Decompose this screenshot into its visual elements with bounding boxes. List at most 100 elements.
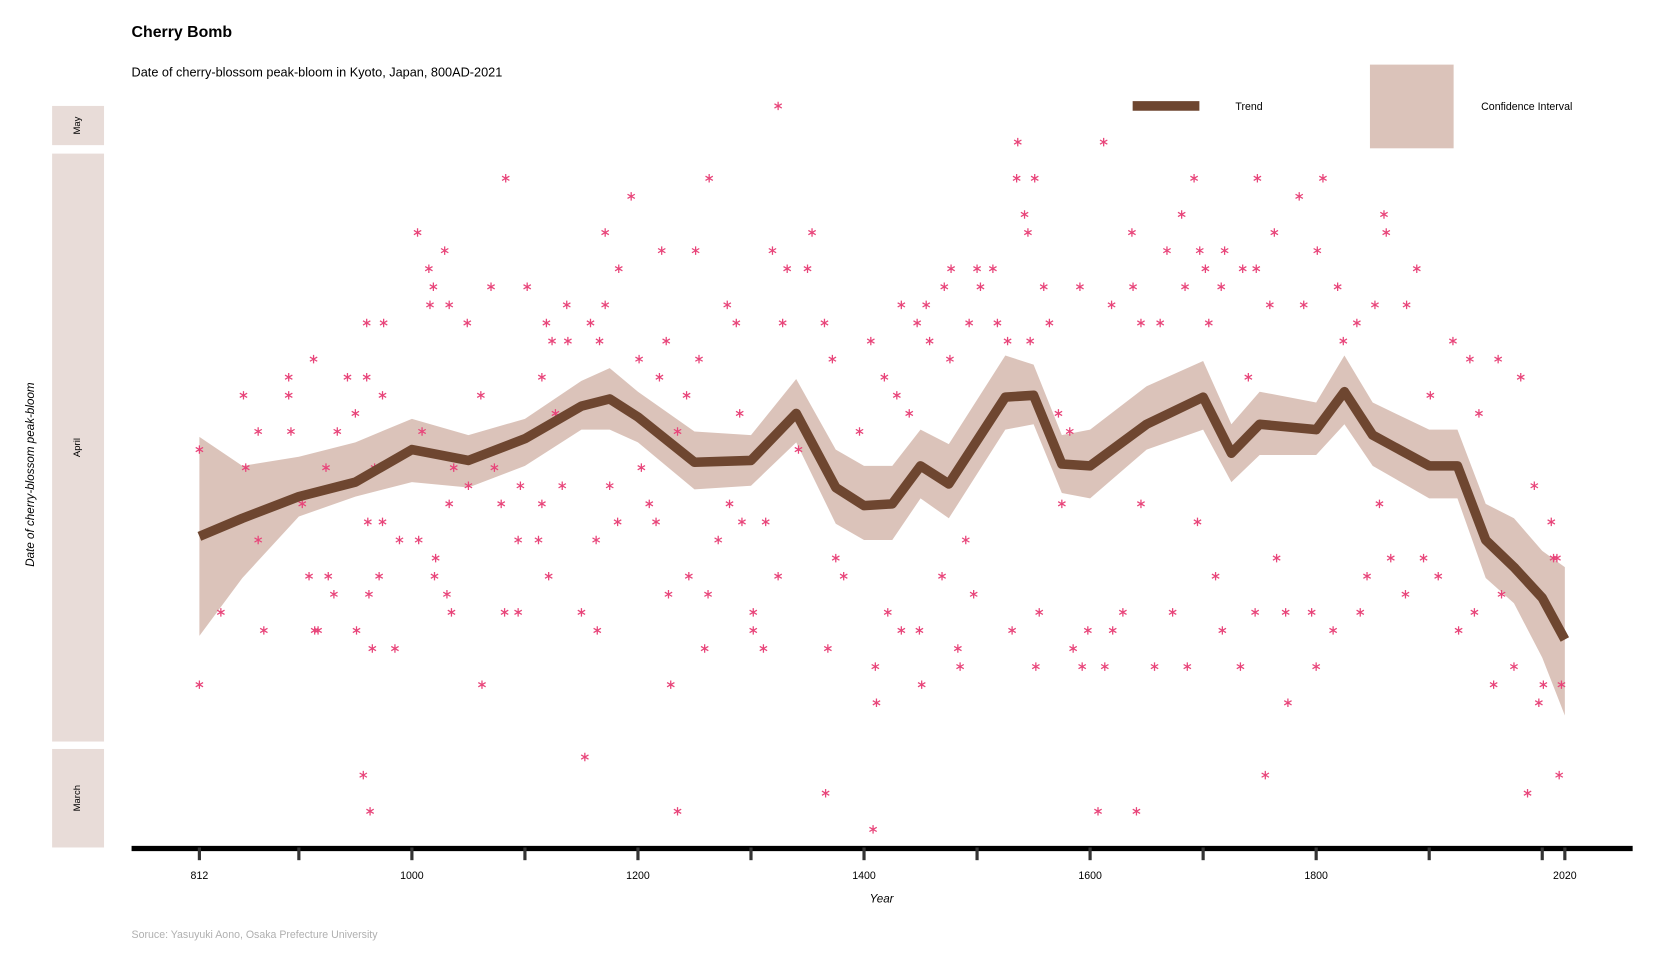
data-point (828, 354, 837, 364)
data-point (1039, 282, 1048, 292)
data-point (1127, 228, 1136, 237)
month-label: April (72, 438, 83, 457)
data-point (1516, 372, 1525, 382)
data-point (1244, 372, 1253, 382)
data-point (1283, 698, 1292, 708)
data-point (563, 336, 572, 346)
data-point (516, 481, 525, 490)
data-point (1253, 174, 1262, 183)
data-point (652, 517, 661, 527)
data-point (695, 354, 703, 364)
data-point (917, 680, 926, 689)
data-point (429, 282, 438, 292)
data-point (1100, 662, 1109, 671)
data-point (1236, 662, 1245, 671)
data-point (956, 662, 965, 671)
data-point (1211, 571, 1220, 581)
data-point (969, 590, 978, 599)
data-point (1094, 807, 1102, 816)
data-point (1069, 644, 1078, 653)
data-point (1265, 300, 1274, 310)
data-point (657, 246, 666, 255)
data-point (940, 282, 949, 292)
data-point (1204, 318, 1213, 328)
data-point (635, 354, 644, 364)
data-point (1552, 553, 1561, 563)
data-point (925, 336, 934, 346)
data-point (1013, 137, 1022, 147)
data-point (430, 571, 439, 581)
data-point (666, 680, 675, 689)
data-point (1539, 680, 1548, 689)
data-point (1270, 228, 1279, 237)
data-point (592, 535, 601, 545)
data-point (449, 463, 458, 472)
data-point (1023, 228, 1032, 237)
data-point (1181, 282, 1190, 292)
data-point (988, 264, 997, 273)
data-point (241, 463, 250, 472)
data-point (973, 264, 982, 273)
data-point (1555, 770, 1564, 780)
month-label: May (72, 116, 83, 134)
data-point (352, 626, 361, 635)
data-point (497, 499, 506, 509)
data-point (869, 825, 878, 834)
data-point (1065, 427, 1074, 436)
month-label: March (72, 785, 83, 811)
data-point (379, 318, 388, 328)
data-point (329, 590, 338, 599)
source-note: Soruce: Yasuyuki Aono, Osaka Prefecture … (132, 929, 379, 941)
data-point (778, 318, 787, 328)
data-point (314, 626, 323, 635)
data-point (254, 427, 263, 436)
data-point (684, 571, 693, 581)
data-point (691, 246, 700, 255)
data-point (487, 282, 496, 292)
data-point (378, 391, 387, 400)
data-point (749, 608, 758, 617)
data-point (1220, 246, 1229, 255)
data-point (883, 608, 892, 617)
data-point (614, 264, 623, 273)
data-point (195, 680, 204, 689)
data-point (424, 264, 433, 273)
data-point (1003, 336, 1012, 346)
data-point (855, 427, 864, 436)
data-point (783, 264, 792, 273)
data-point (737, 517, 746, 527)
data-point (1339, 336, 1348, 346)
data-point (682, 391, 691, 400)
data-point (1312, 662, 1321, 671)
data-point (723, 300, 732, 310)
data-point (1156, 318, 1165, 328)
data-point (1534, 698, 1543, 708)
data-point (390, 644, 399, 653)
data-point (324, 571, 333, 581)
data-point (1118, 608, 1127, 617)
data-point (413, 228, 422, 237)
data-point (961, 535, 970, 545)
data-point (613, 517, 622, 527)
data-point (1031, 662, 1040, 671)
data-point (871, 662, 880, 671)
data-point (1547, 517, 1556, 527)
data-point (1379, 210, 1388, 219)
data-point (514, 535, 523, 545)
data-point (558, 481, 567, 490)
data-point (714, 535, 723, 545)
data-point (195, 445, 204, 454)
x-tick-label: 1000 (400, 870, 424, 882)
data-point (808, 228, 817, 237)
chart-title: Cherry Bomb (132, 24, 233, 41)
data-point (938, 571, 947, 581)
data-point (368, 644, 377, 653)
chart-subtitle: Date of cherry-blossom peak-bloom in Kyo… (132, 64, 503, 79)
data-point (1489, 680, 1498, 689)
data-point (523, 282, 532, 292)
data-point (645, 499, 654, 509)
data-point (414, 535, 423, 545)
x-tick-label: 2020 (1553, 870, 1577, 882)
data-point (534, 535, 543, 545)
data-point (823, 644, 832, 653)
